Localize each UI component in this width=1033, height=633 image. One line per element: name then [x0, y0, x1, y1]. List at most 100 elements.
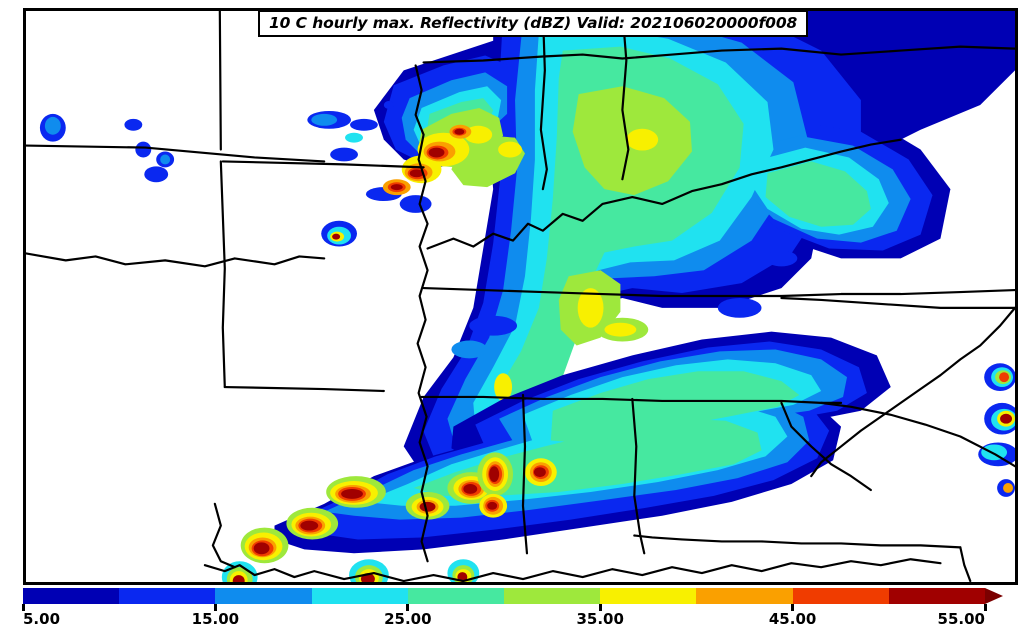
border-ms-al [521, 393, 529, 555]
state-boundaries [26, 11, 1015, 582]
colorbar-band-3 [311, 588, 408, 604]
colorbar-label-3: 35.00 [576, 610, 624, 628]
echo-yellow-core-4 [498, 141, 522, 158]
echo-cell-plains-9d [332, 233, 341, 240]
colorbar-band-5 [504, 588, 601, 604]
river-mississippi [414, 64, 429, 563]
echo-darkred-core-2 [409, 169, 424, 178]
colorbar-band-7 [696, 588, 793, 604]
echo-cell-plains-5 [144, 166, 169, 183]
echo-core-ms-1-darkred [463, 484, 478, 494]
colorbar-tick-5 [983, 604, 987, 611]
echo-cell-plains-1b [44, 116, 61, 135]
reflectivity-field [39, 11, 1015, 582]
colorbar-label-4: 45.00 [768, 610, 817, 628]
map-canvas [26, 11, 1015, 582]
colorbar-ticks [21, 604, 1018, 612]
colorbar-band-9 [888, 588, 986, 604]
border-ga-sc [780, 401, 872, 492]
border-ok-mo [218, 11, 222, 151]
river-red [26, 252, 326, 268]
colorbar-band-4 [407, 588, 505, 604]
border-ar-north [221, 160, 425, 169]
echo-small-3 [717, 297, 762, 318]
plot-title-box: 10 C hourly max. Reflectivity (dBZ) Vali… [258, 10, 809, 37]
river-ohio [426, 138, 902, 250]
coast-gulf [203, 558, 942, 582]
echo-atl-2-darkred [1000, 413, 1013, 424]
echo-atlantic-cells [978, 363, 1015, 497]
coast-atlantic [810, 306, 1015, 478]
colorbar-over-arrow [985, 588, 1003, 604]
echo-yellow-core-5 [577, 288, 604, 328]
colorbar-label-0: 5.00 [23, 610, 61, 628]
colorbar-tick-4 [791, 604, 795, 611]
colorbar-tick-labels: 5.00 15.00 25.00 35.00 45.00 55.00 [0, 610, 1033, 632]
echo-gulf-1-darkred [232, 575, 245, 582]
colorbar-band-6 [600, 588, 697, 604]
border-la-coast [211, 502, 236, 569]
echo-small-5b [604, 322, 637, 337]
colorbar-tick-0 [21, 604, 25, 611]
border-ks-ok [26, 144, 326, 163]
echo-core-ms-4-darkred [419, 501, 436, 512]
echo-small-2 [451, 340, 488, 359]
colorbar-tick-3 [598, 604, 602, 611]
colorbar-label-5: 55.00 [937, 610, 985, 628]
border-ky-tn [422, 286, 1015, 298]
echo-cell-plains-8 [383, 101, 394, 109]
colorbar-band-8 [792, 588, 889, 604]
echo-core-al-1-darkred [533, 467, 546, 478]
border-va-nc [780, 296, 1015, 309]
echo-small-4 [765, 250, 798, 267]
colorbar-band-1 [119, 588, 216, 604]
echo-gulf-cells [221, 559, 480, 582]
echo-core-sw-1-darkred [341, 488, 363, 499]
echo-cell-plains-3 [135, 141, 152, 158]
echo-cell-plains-13 [345, 132, 363, 143]
border-il-in [539, 11, 548, 191]
border-al-ga [631, 397, 646, 555]
echo-yellow-core-7 [494, 373, 513, 401]
echo-spring-green-se [765, 161, 871, 227]
border-mo-ar [219, 160, 226, 389]
echo-darkred-core-4 [390, 184, 403, 191]
page-title: 10 C hourly max. Reflectivity (dBZ) Vali… [269, 14, 798, 32]
echo-core-ms-2-darkred [489, 466, 500, 483]
border-tn-south [420, 395, 843, 404]
echo-cell-plains-7 [350, 118, 378, 131]
border-fl-west [959, 546, 972, 582]
echo-core-sw-3-darkred [253, 542, 270, 555]
echo-south-cores [240, 452, 557, 564]
echo-cell-plains-2 [124, 118, 143, 131]
map-plot-area [23, 8, 1018, 585]
echo-darkred-core-1 [428, 147, 445, 158]
echo-yellow-core-6 [626, 128, 659, 151]
echo-core-ms-3-darkred [487, 501, 498, 510]
border-fl-panhandle [633, 534, 962, 549]
colorbar [23, 588, 1018, 604]
echo-small-1 [469, 315, 518, 336]
border-in-oh [621, 11, 630, 181]
colorbar-label-1: 15.00 [191, 610, 240, 628]
echo-atl-1-red [999, 372, 1010, 383]
colorbar-tick-2 [406, 604, 410, 611]
echo-cell-plains-4b [160, 154, 171, 165]
echo-darkred-core-3 [454, 128, 465, 135]
colorbar-tick-1 [213, 604, 217, 611]
colorbar-band-0 [23, 588, 120, 604]
border-ar-la [223, 385, 385, 393]
colorbar-label-2: 25.00 [384, 610, 432, 628]
border-north-lakes [422, 45, 1015, 64]
echo-cell-plains-12 [399, 195, 432, 213]
border-nc-sc [820, 401, 1015, 468]
colorbar-band-2 [215, 588, 312, 604]
echo-cell-plains-6b [311, 113, 338, 126]
echo-cell-plains-10 [330, 147, 358, 162]
echo-atl-3-cyan [981, 444, 1008, 461]
echo-core-sw-2-darkred [300, 520, 319, 531]
echo-south-green-upper [550, 371, 800, 443]
echo-atl-4-orange [1003, 483, 1014, 493]
echo-yellow-core-3 [464, 125, 493, 144]
